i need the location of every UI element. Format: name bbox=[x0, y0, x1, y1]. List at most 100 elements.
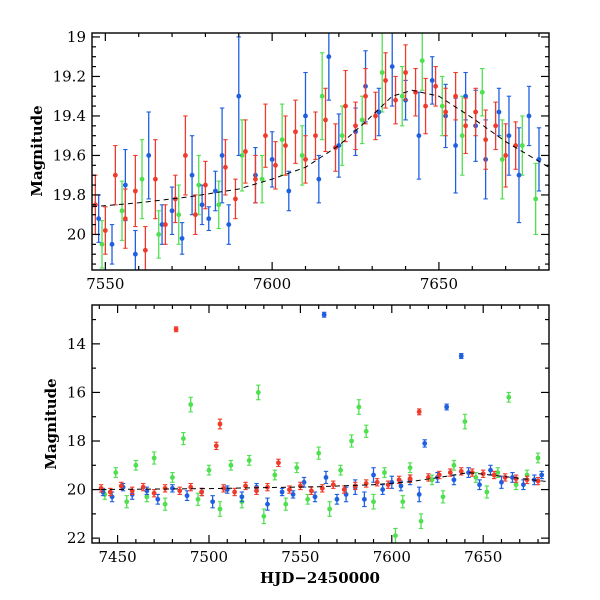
bottom-red-data-point bbox=[535, 478, 541, 484]
top-green-data-point bbox=[176, 212, 182, 218]
bottom-red-data-point bbox=[396, 477, 402, 483]
top-red-data-point bbox=[313, 133, 318, 139]
bottom-y-tick-label: 16 bbox=[67, 383, 86, 401]
bottom-blue-data-point bbox=[301, 479, 307, 485]
bottom-green-data-point bbox=[195, 496, 201, 502]
top-blue-data-point bbox=[429, 78, 435, 83]
bottom-x-tick-label: 7550 bbox=[281, 548, 319, 566]
bottom-blue-data-point bbox=[521, 482, 526, 488]
bottom-red-data-point bbox=[107, 489, 113, 495]
top-red-data-point bbox=[122, 216, 128, 222]
top-blue-data-point bbox=[316, 176, 322, 182]
bottom-green-data-point bbox=[506, 394, 512, 400]
top-green-data-point bbox=[379, 70, 385, 75]
bottom-blue-data-point bbox=[539, 472, 545, 478]
top-blue-data-point bbox=[269, 157, 275, 162]
top-red-data-point bbox=[423, 103, 428, 109]
bottom-red-data-point bbox=[513, 476, 519, 482]
top-blue-data-point bbox=[213, 188, 218, 194]
top-green-data-point bbox=[119, 208, 125, 214]
bottom-red-data-point bbox=[319, 485, 325, 491]
bottom-red-data-point bbox=[416, 409, 422, 415]
bottom-blue-data-point bbox=[279, 489, 285, 495]
top-series-green bbox=[99, 33, 539, 269]
bottom-green-data-point bbox=[513, 482, 519, 488]
top-y-axis-label: Magnitude bbox=[28, 105, 46, 196]
top-green-data-point bbox=[196, 182, 202, 188]
top-blue-data-point bbox=[122, 182, 128, 188]
bottom-green-data-point bbox=[170, 475, 175, 480]
bottom-plot-area bbox=[92, 311, 549, 543]
bottom-red-data-point bbox=[221, 485, 227, 491]
bottom-green-data-point bbox=[305, 496, 311, 502]
top-red-data-point bbox=[283, 143, 288, 148]
bottom-blue-data-point bbox=[499, 479, 504, 485]
bottom-green-data-point bbox=[451, 462, 457, 468]
top-red-data-point bbox=[393, 97, 398, 103]
bottom-blue-data-point bbox=[458, 353, 464, 359]
bottom-green-data-point bbox=[535, 455, 541, 461]
top-blue-data-point bbox=[463, 93, 469, 99]
bottom-blue-data-point bbox=[371, 472, 376, 478]
bottom-green-data-point bbox=[356, 404, 362, 410]
top-panel: 7550 7600 7650 19 19.2 19.4 19.6 19.8 20 Magnitu… bbox=[28, 28, 550, 293]
bottom-red-data-point bbox=[199, 489, 205, 495]
top-green-data-point bbox=[459, 133, 465, 139]
top-green-data-point bbox=[419, 58, 425, 64]
top-blue-data-point bbox=[516, 172, 522, 178]
bottom-green-data-point bbox=[327, 506, 333, 512]
top-green-data-point bbox=[479, 89, 485, 95]
top-red-data-point bbox=[263, 133, 268, 139]
bottom-blue-data-point bbox=[444, 404, 450, 410]
bottom-green-data-point bbox=[349, 438, 354, 444]
top-x-tick-label: 7600 bbox=[253, 275, 291, 293]
bottom-green-data-point bbox=[462, 419, 468, 424]
bottom-axis-ticks: 7450 7500 7550 7600 7650 14 16 18 20 22 bbox=[67, 305, 549, 566]
bottom-red-data-point bbox=[502, 475, 508, 480]
top-red-data-point bbox=[343, 103, 348, 109]
bottom-blue-data-point bbox=[184, 493, 190, 499]
bottom-green-data-point bbox=[206, 467, 212, 473]
bottom-green-data-point bbox=[400, 499, 406, 505]
bottom-green-data-point bbox=[188, 402, 194, 407]
bottom-blue-data-point bbox=[290, 492, 296, 497]
top-blue-data-point bbox=[146, 153, 152, 158]
top-blue-data-point bbox=[206, 216, 212, 222]
top-red-data-point bbox=[142, 247, 148, 253]
bottom-blue-data-point bbox=[155, 496, 161, 502]
top-y-tick-label: 20 bbox=[67, 225, 86, 243]
top-y-tick-label: 19.8 bbox=[53, 186, 86, 204]
bottom-red-data-point bbox=[287, 487, 292, 492]
bottom-green-data-point bbox=[255, 390, 261, 395]
top-blue-data-point bbox=[506, 133, 512, 139]
bottom-plot-frame bbox=[91, 304, 550, 544]
bottom-x-tick-label: 7500 bbox=[190, 548, 228, 566]
top-red-data-point bbox=[223, 164, 228, 170]
bottom-blue-data-point bbox=[210, 499, 216, 505]
top-blue-data-point bbox=[132, 251, 138, 257]
top-blue-data-point bbox=[286, 188, 292, 194]
top-blue-data-point bbox=[199, 202, 205, 208]
top-red-data-point bbox=[453, 93, 458, 99]
bottom-blue-data-point bbox=[422, 441, 428, 446]
bottom-green-data-point bbox=[316, 450, 322, 456]
top-green-data-point bbox=[319, 93, 325, 99]
top-blue-data-point bbox=[109, 241, 115, 247]
top-green-data-point bbox=[299, 153, 305, 158]
top-blue-data-point bbox=[179, 236, 185, 241]
top-red-data-point bbox=[293, 129, 298, 135]
bottom-blue-data-point bbox=[451, 477, 457, 483]
bottom-green-data-point bbox=[440, 494, 446, 500]
top-red-data-point bbox=[243, 149, 248, 154]
bottom-red-data-point bbox=[297, 483, 303, 489]
bottom-series-green bbox=[102, 384, 541, 543]
bottom-blue-data-point bbox=[380, 487, 386, 492]
top-blue-data-point bbox=[303, 113, 308, 119]
bottom-green-data-point bbox=[261, 513, 267, 519]
top-axis-ticks: 7550 7600 7650 19 19.2 19.4 19.6 19.8 20 bbox=[53, 28, 549, 293]
top-red-data-point bbox=[303, 157, 308, 162]
bottom-green-data-point bbox=[393, 533, 398, 539]
top-red-data-point bbox=[132, 188, 138, 194]
bottom-green-data-point bbox=[283, 501, 289, 507]
bottom-blue-data-point bbox=[323, 475, 329, 480]
